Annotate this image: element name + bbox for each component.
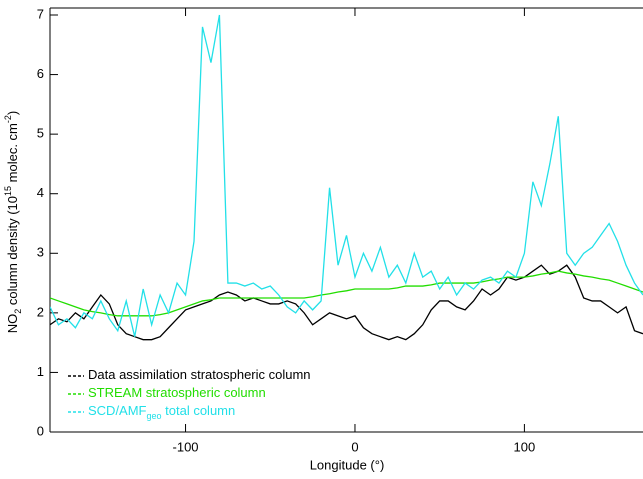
y-tick-label: 2 bbox=[37, 304, 44, 319]
y-axis-label-part: -2 bbox=[3, 115, 13, 123]
legend-label: SCD/AMFgeo total column bbox=[88, 403, 235, 421]
y-axis-label: NO2 column density (1015 molec. cm-2) bbox=[3, 111, 23, 333]
x-tick-label: 0 bbox=[351, 439, 358, 454]
y-tick-label: 4 bbox=[37, 185, 44, 200]
y-axis-label-part: ) bbox=[5, 111, 20, 115]
data-line bbox=[50, 14, 643, 337]
y-tick-label: 7 bbox=[37, 6, 44, 21]
legend-label-part: SCD/AMF bbox=[88, 403, 147, 418]
y-tick-label: 0 bbox=[37, 423, 44, 438]
y-axis-label-part: 15 bbox=[3, 186, 13, 196]
legend-label: STREAM stratospheric column bbox=[88, 385, 266, 400]
x-axis-label: Longitude (°) bbox=[310, 457, 385, 472]
y-tick-label: 6 bbox=[37, 66, 44, 81]
x-tick-label: 100 bbox=[514, 439, 536, 454]
y-axis-label-part: NO bbox=[5, 314, 20, 334]
y-axis-label-part: 2 bbox=[13, 309, 23, 314]
x-tick-label: -100 bbox=[173, 439, 199, 454]
legend-label: Data assimilation stratospheric column bbox=[88, 367, 311, 382]
data-line bbox=[50, 264, 643, 341]
y-tick-label: 5 bbox=[37, 126, 44, 141]
y-axis-label-part: column density (10 bbox=[5, 196, 20, 309]
y-tick-label: 3 bbox=[37, 245, 44, 260]
data-line bbox=[50, 270, 643, 317]
legend-label-part: total column bbox=[162, 403, 236, 418]
y-tick-label: 1 bbox=[37, 364, 44, 379]
legend-label-part: Data assimilation stratospheric column bbox=[88, 367, 311, 382]
legend-label-sub: geo bbox=[147, 411, 162, 421]
y-axis-label-part: molec. cm bbox=[5, 123, 20, 186]
legend-label-part: STREAM stratospheric column bbox=[88, 385, 266, 400]
